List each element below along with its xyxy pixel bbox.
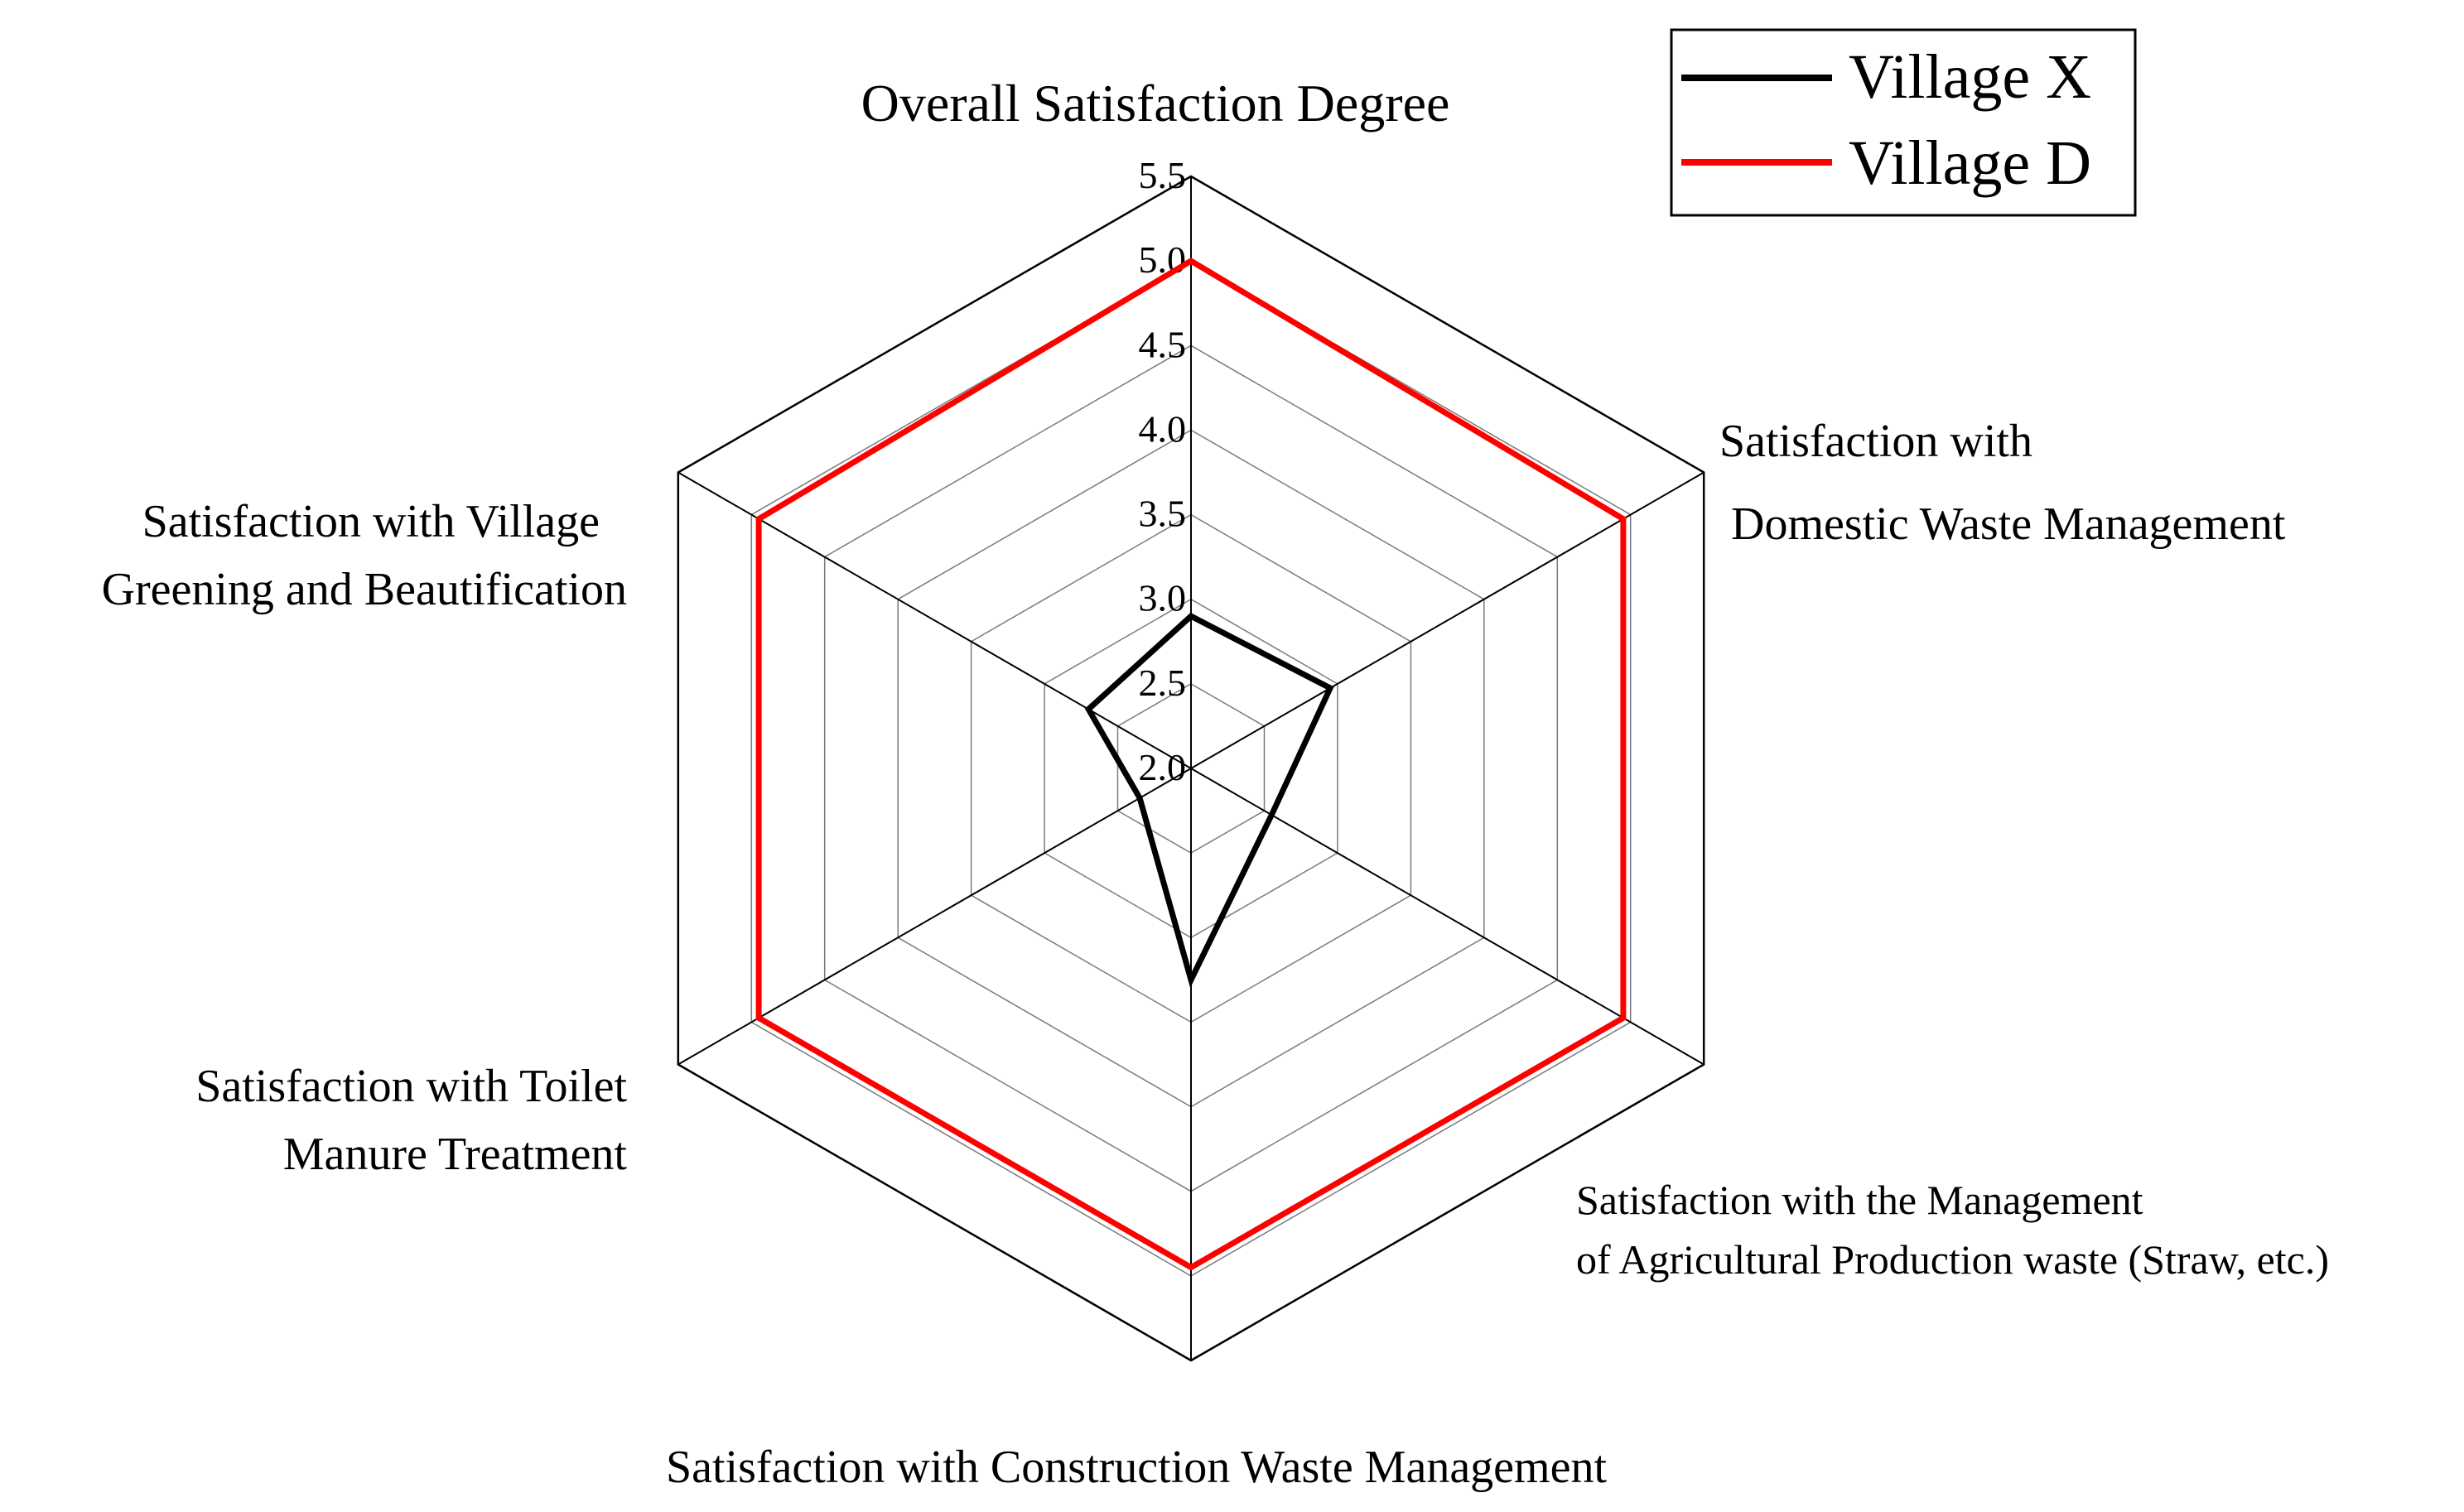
tick-label: 3.0: [1139, 577, 1187, 619]
axis-label-toilet: Satisfaction with Toilet Manure Treatment: [195, 1061, 627, 1180]
axis-label-line: Satisfaction with Construction Waste Man…: [666, 1442, 1607, 1493]
axis-label-overall: Overall Satisfaction Degree: [861, 74, 1450, 132]
axis-label-line: Satisfaction with Village: [142, 496, 600, 547]
series-village-d: [755, 258, 1627, 1271]
spoke-domestic: [1190, 471, 1705, 769]
legend: Village X Village D: [1670, 28, 2137, 217]
spoke-agricultural: [1190, 768, 1705, 1066]
tick-label: 4.0: [1139, 407, 1187, 450]
axis-labels: Overall Satisfaction Degree Satisfaction …: [102, 74, 2329, 1493]
axis-label-line: of Agricultural Production waste (Straw,…: [1576, 1236, 2329, 1283]
spoke-greening: [677, 471, 1192, 769]
tick-label: 2.0: [1139, 746, 1187, 788]
tick-label: 3.5: [1139, 493, 1187, 535]
tick-label: 4.5: [1139, 323, 1187, 365]
axis-label-greening: Satisfaction with Village Greening and Be…: [102, 496, 627, 615]
axis-label-construction: Satisfaction with Construction Waste Man…: [666, 1442, 1607, 1493]
spoke-toilet: [677, 768, 1192, 1066]
axis-label-domestic: Satisfaction with Domestic Waste Manageme…: [1719, 416, 2286, 550]
legend-label-village-x: Village X: [1849, 42, 2091, 112]
tick-label: 5.5: [1139, 154, 1187, 196]
legend-box: [1670, 28, 2137, 217]
axis-label-line: Domestic Waste Management: [1731, 498, 2286, 550]
radial-tick-labels: 2.0 2.5 3.0 3.5 4.0 4.5 5.0 5.5: [1139, 154, 1187, 788]
axis-label-agricultural: Satisfaction with the Management of Agric…: [1576, 1177, 2329, 1283]
legend-label-village-d: Village D: [1849, 128, 2091, 198]
radar-series: [755, 258, 1627, 1271]
axis-label-line: Satisfaction with Toilet: [195, 1061, 627, 1112]
axis-label-line: Greening and Beautification: [102, 564, 627, 615]
tick-label: 5.0: [1139, 238, 1187, 281]
axis-label-line: Satisfaction with: [1719, 416, 2032, 467]
axis-label-line: Satisfaction with the Management: [1576, 1177, 2143, 1223]
series-village-x: [1084, 612, 1334, 989]
axis-label-line: Manure Treatment: [283, 1129, 628, 1180]
axis-label-line: Overall Satisfaction Degree: [861, 74, 1450, 132]
tick-label: 2.5: [1139, 662, 1187, 704]
radar-spokes: [677, 176, 1705, 1360]
